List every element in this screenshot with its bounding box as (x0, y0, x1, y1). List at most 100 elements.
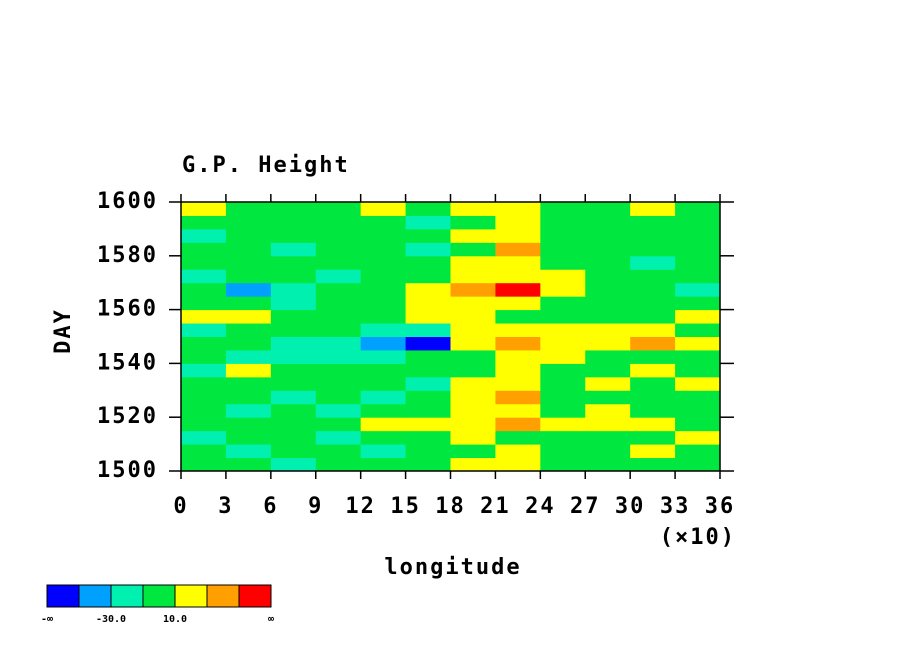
heat-cell (585, 282, 631, 297)
heat-cell (270, 363, 317, 378)
heat-cell (270, 215, 317, 230)
heat-cell (540, 215, 586, 230)
heat-cell (315, 228, 362, 243)
heat-cell (630, 309, 676, 324)
heat-cell (450, 457, 496, 472)
heat-cell (270, 403, 317, 418)
heat-cell (360, 363, 407, 378)
heat-cell (675, 457, 721, 472)
heat-cell (495, 363, 541, 378)
heat-cell (360, 390, 407, 405)
y-axis-label: DAY (51, 308, 76, 354)
heat-cell (675, 309, 721, 324)
heat-cell (405, 202, 451, 216)
colorbar-box (142, 584, 176, 608)
heat-cell (495, 403, 541, 418)
heat-cell (675, 282, 721, 297)
heat-cell (675, 403, 721, 418)
heat-cell (360, 376, 407, 391)
heat-cell (360, 349, 407, 364)
heat-cell (495, 457, 541, 472)
x-tick-label: 36 (705, 494, 736, 519)
y-tick-label: 1580 (97, 243, 158, 268)
heat-cell (181, 417, 227, 432)
heat-cell (225, 349, 272, 364)
heat-cell (675, 228, 721, 243)
heat-cell (315, 296, 362, 311)
heat-cell (270, 349, 317, 364)
heat-cell (495, 390, 541, 405)
heat-cell (225, 242, 272, 257)
heat-cell (181, 296, 227, 311)
heat-cell (360, 202, 407, 216)
heat-cell (450, 255, 496, 270)
x-tick-label: 0 (173, 494, 188, 519)
heat-cell (630, 296, 676, 311)
heat-cell (585, 202, 631, 216)
heat-cell (450, 296, 496, 311)
heat-cell (630, 376, 676, 391)
heat-cell (315, 323, 362, 337)
heat-cell (270, 255, 317, 270)
heat-cell (630, 323, 676, 337)
x-tick-label: 30 (615, 494, 646, 519)
heat-cell (450, 390, 496, 405)
heat-cell (450, 376, 496, 391)
heat-cell (315, 336, 362, 351)
heat-cell (405, 309, 451, 324)
heat-cell (315, 403, 362, 418)
y-tick-label: 1520 (97, 404, 158, 429)
heat-cell (450, 309, 496, 324)
heat-cell (315, 376, 362, 391)
heat-cell (540, 242, 586, 257)
colorbar-box (206, 584, 240, 608)
heat-cell (450, 282, 496, 297)
y-tick-label: 1560 (97, 297, 158, 322)
heat-cell (405, 417, 451, 432)
heat-cell (315, 349, 362, 364)
heat-cell (630, 390, 676, 405)
heat-cell (225, 390, 272, 405)
heat-cell (630, 457, 676, 472)
heat-cell (540, 430, 586, 445)
heat-cell (225, 457, 272, 472)
colorbar-box (174, 584, 208, 608)
y-tick-label: 1600 (97, 189, 158, 214)
heat-cell (181, 403, 227, 418)
heat-cell (181, 282, 227, 297)
x-tick-label: 15 (390, 494, 421, 519)
heat-cell (225, 228, 272, 243)
heat-cell (270, 390, 317, 405)
heat-cell (675, 336, 721, 351)
heat-cell (540, 228, 586, 243)
heat-cell (540, 202, 586, 216)
heat-cell (585, 336, 631, 351)
heat-cell (630, 228, 676, 243)
heat-cell (540, 457, 586, 472)
x-tick-label: 21 (480, 494, 511, 519)
heat-cell (450, 228, 496, 243)
heat-cell (540, 376, 586, 391)
heat-cell (675, 255, 721, 270)
heat-cell (495, 202, 541, 216)
heat-cell (495, 376, 541, 391)
heat-cell (181, 363, 227, 378)
colorbar-tick-label: -30.0 (96, 614, 126, 625)
heat-cell (585, 444, 631, 459)
heat-cell (495, 349, 541, 364)
y-tick-label: 1500 (97, 458, 158, 483)
x-tick-label: 33 (660, 494, 691, 519)
heat-cell (270, 417, 317, 432)
heat-cell (675, 242, 721, 257)
heat-cell (675, 202, 721, 216)
heat-cell (315, 309, 362, 324)
heat-cell (450, 215, 496, 230)
heat-cell (540, 444, 586, 459)
heat-cell (585, 430, 631, 445)
heat-cell (675, 269, 721, 284)
heat-cell (405, 390, 451, 405)
heat-cell (675, 444, 721, 459)
heat-cell (405, 296, 451, 311)
heat-cell (225, 444, 272, 459)
